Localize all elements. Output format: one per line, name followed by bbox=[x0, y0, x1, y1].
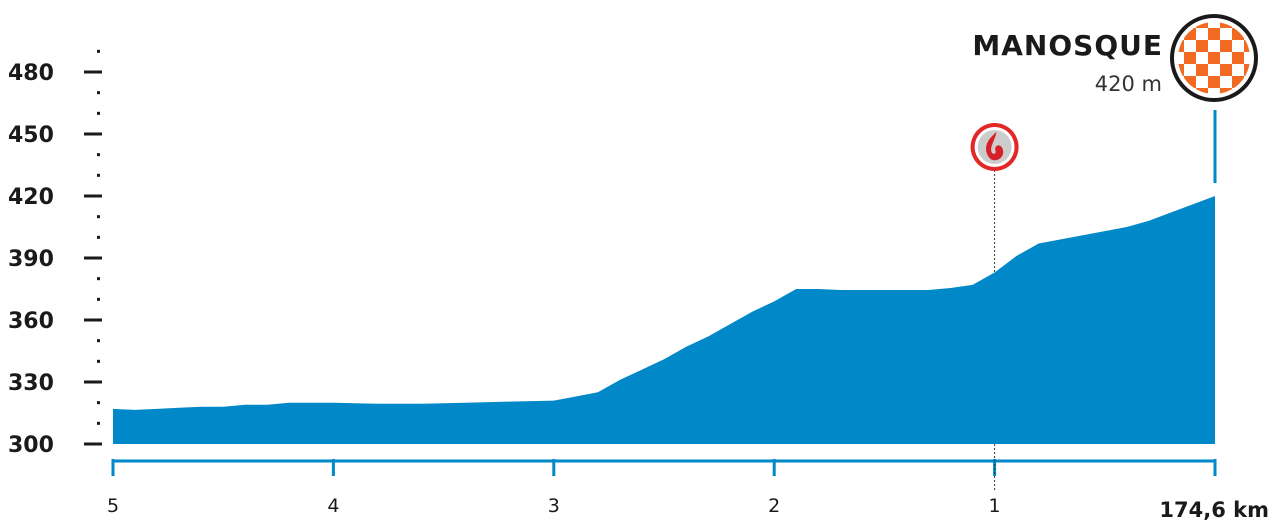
y-tick-label-300: 300 bbox=[8, 433, 54, 458]
y-tick-label-330: 330 bbox=[8, 371, 54, 396]
y-minor-tick bbox=[97, 359, 100, 363]
finish-marker: MANOSQUE 420 m bbox=[972, 14, 1258, 183]
x-tick-label-5: 5 bbox=[107, 495, 119, 517]
x-tick-label-3: 3 bbox=[548, 495, 560, 517]
y-minor-tick bbox=[97, 339, 100, 343]
y-minor-tick bbox=[97, 401, 100, 405]
y-tick-label-450: 450 bbox=[8, 123, 54, 148]
y-minor-tick bbox=[97, 235, 100, 239]
y-tick-label-360: 360 bbox=[8, 309, 54, 334]
flame-icon bbox=[970, 123, 1019, 171]
profile-area-layer bbox=[113, 196, 1215, 444]
y-minor-tick bbox=[97, 49, 100, 53]
y-minor-tick bbox=[97, 173, 100, 177]
x-tick-label-4: 4 bbox=[327, 495, 339, 517]
y-minor-tick bbox=[97, 91, 100, 95]
x-tick-label-1: 1 bbox=[989, 495, 1001, 517]
checkered-flag-icon bbox=[1170, 14, 1258, 102]
elevation-profile-area bbox=[113, 196, 1215, 444]
y-axis: 300 330 360 390 420 450 480 bbox=[8, 49, 102, 458]
x-tick-label-2: 2 bbox=[768, 495, 780, 517]
y-tick-label-480: 480 bbox=[8, 61, 54, 86]
y-tick-label-390: 390 bbox=[8, 247, 54, 272]
y-minor-tick bbox=[97, 153, 100, 157]
y-minor-tick bbox=[97, 111, 100, 115]
finish-name: MANOSQUE bbox=[972, 29, 1163, 62]
y-minor-tick bbox=[97, 421, 100, 425]
flamme-rouge-marker bbox=[970, 123, 1019, 490]
x-axis: 5 4 3 2 1 174,6 km bbox=[107, 459, 1269, 522]
y-minor-tick bbox=[97, 277, 100, 281]
y-tick-label-420: 420 bbox=[8, 185, 54, 210]
y-minor-tick bbox=[97, 215, 100, 219]
x-end-label: 174,6 km bbox=[1159, 498, 1269, 522]
y-minor-tick bbox=[97, 297, 100, 301]
finish-altitude: 420 m bbox=[1095, 72, 1162, 96]
